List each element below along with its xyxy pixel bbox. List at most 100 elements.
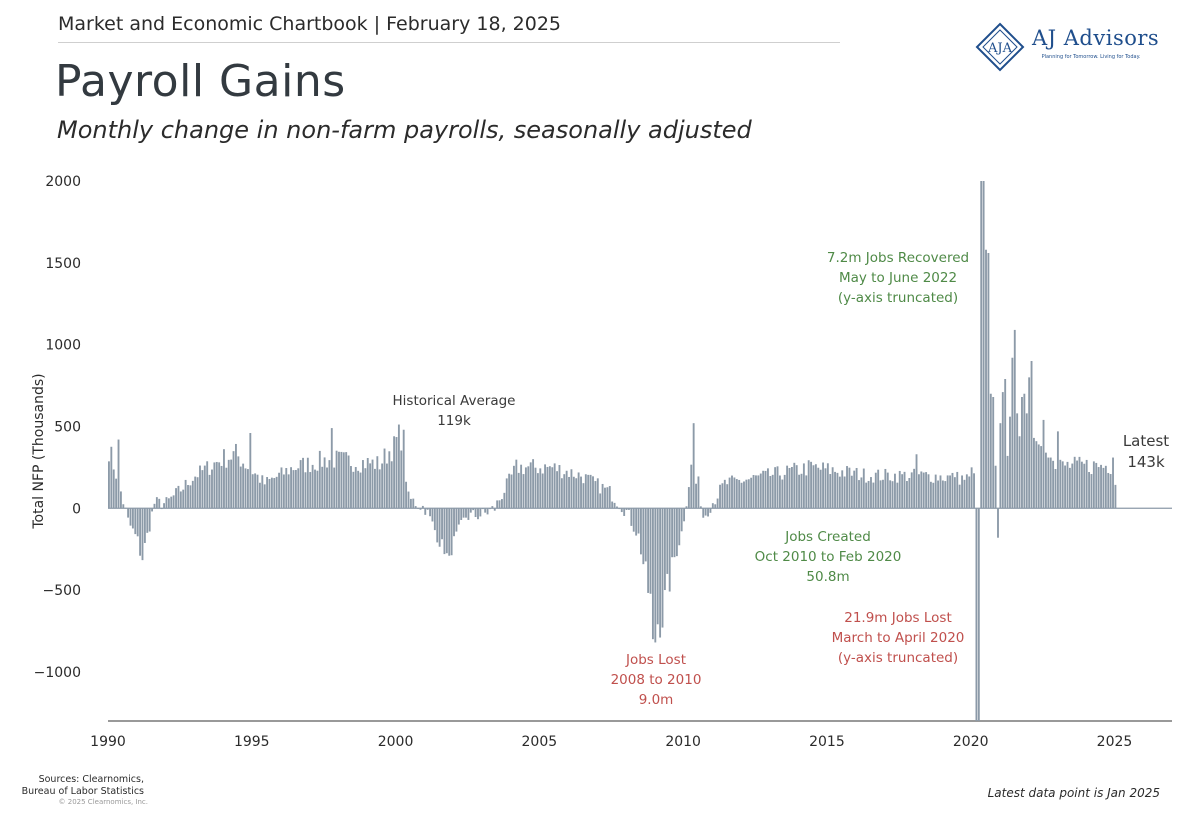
bar	[783, 474, 786, 509]
bar	[486, 508, 489, 515]
bar	[237, 456, 240, 509]
bar	[882, 479, 884, 509]
bar	[922, 472, 925, 509]
bar	[565, 470, 568, 509]
bar	[740, 482, 743, 509]
annotations-layer: Historical Average 119k 7.2m Jobs Recovere…	[393, 250, 1170, 708]
annotation-jobs-recovered: (y-axis truncated)	[838, 290, 958, 306]
bar	[738, 479, 741, 509]
bar	[997, 508, 999, 538]
bar	[625, 508, 628, 510]
y-tick-label: 0	[72, 501, 81, 517]
bar	[953, 477, 956, 509]
bar	[910, 472, 913, 509]
bar	[1049, 457, 1052, 509]
bar	[347, 455, 350, 509]
bar	[599, 493, 602, 509]
bar	[1028, 377, 1031, 509]
y-tick-label: 1000	[45, 338, 81, 354]
bar	[906, 481, 908, 509]
bar	[270, 477, 273, 509]
bar	[414, 506, 417, 509]
bar	[316, 470, 319, 509]
bar	[1018, 436, 1021, 509]
bar	[501, 499, 503, 509]
bar	[879, 480, 882, 509]
bar	[1071, 463, 1074, 509]
bar	[1064, 465, 1067, 509]
bar	[203, 465, 206, 509]
bar	[1097, 467, 1100, 509]
bar	[187, 485, 189, 509]
bar	[848, 467, 851, 509]
bar	[306, 457, 309, 509]
bar	[304, 472, 307, 509]
bar	[333, 467, 336, 509]
bar	[263, 484, 266, 509]
bar	[855, 467, 858, 509]
bar	[1088, 472, 1090, 509]
bar	[345, 452, 348, 509]
y-tick-label: 500	[54, 419, 81, 435]
bar	[941, 480, 944, 509]
bar	[726, 484, 729, 509]
bar	[927, 474, 930, 509]
bar	[223, 449, 225, 509]
bar	[314, 469, 316, 509]
bar	[774, 467, 777, 509]
bar	[611, 501, 614, 509]
bar	[297, 468, 300, 509]
bar	[124, 507, 127, 509]
bar	[112, 469, 115, 509]
bar	[242, 463, 245, 509]
bar	[536, 473, 539, 509]
bar	[409, 498, 412, 509]
bar	[522, 474, 525, 509]
bar	[230, 459, 233, 509]
bar	[220, 465, 223, 509]
bar	[877, 469, 880, 509]
bar	[1037, 444, 1040, 509]
bar	[510, 474, 513, 509]
bar	[206, 461, 209, 509]
bar	[481, 508, 484, 510]
bar	[491, 506, 494, 509]
bar	[920, 471, 923, 509]
svg-text:AJA: AJA	[987, 41, 1013, 56]
bar	[201, 470, 204, 509]
annotation-jobs-recovered: 7.2m Jobs Recovered	[827, 250, 969, 266]
bar	[853, 470, 856, 509]
bar	[635, 508, 638, 536]
bar	[352, 471, 355, 509]
bar	[985, 249, 987, 509]
bar	[632, 508, 635, 532]
annotation-jobs-lost-2008: Jobs Lost	[625, 652, 686, 668]
bar	[1006, 455, 1009, 509]
bar	[170, 496, 173, 509]
bar	[282, 474, 285, 509]
bar	[426, 508, 429, 510]
bar	[1056, 431, 1059, 509]
bar	[685, 506, 688, 509]
bar	[1078, 456, 1081, 509]
bar	[323, 457, 326, 509]
bar	[1035, 441, 1038, 509]
bar	[374, 468, 376, 509]
bar	[127, 508, 130, 518]
bar	[776, 466, 779, 509]
bar	[330, 428, 333, 509]
bar	[354, 467, 357, 509]
bar	[467, 508, 470, 520]
bar	[838, 476, 841, 509]
bar	[572, 476, 575, 509]
bar	[850, 475, 853, 509]
bar	[917, 474, 920, 509]
bar	[707, 508, 709, 517]
bar	[606, 487, 609, 509]
bar	[129, 508, 132, 526]
bar	[1095, 462, 1098, 509]
bar	[695, 483, 697, 509]
bar	[846, 466, 848, 509]
bar	[278, 472, 281, 509]
bar	[1030, 361, 1033, 509]
